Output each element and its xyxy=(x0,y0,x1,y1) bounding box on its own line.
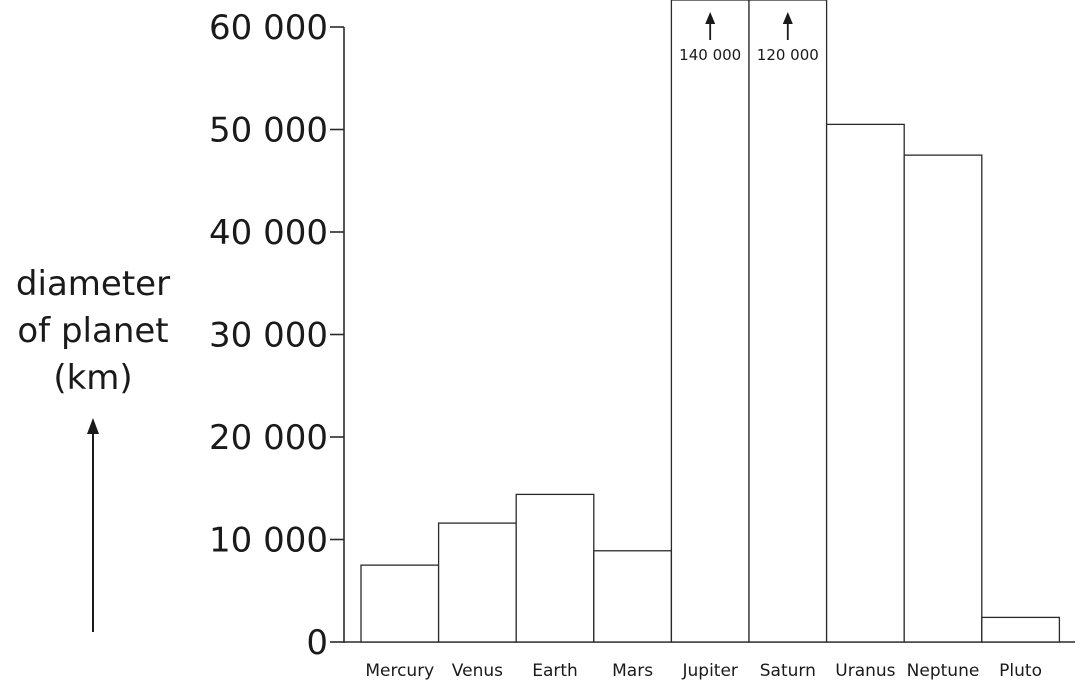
value-label-jupiter: 140 000 xyxy=(679,46,741,64)
bar-pluto xyxy=(981,616,1061,643)
x-tick-label-saturn: Saturn xyxy=(760,661,816,681)
bar-jupiter xyxy=(670,0,750,643)
bar-earth xyxy=(515,493,595,643)
y-tick-label-1: 10 000 xyxy=(209,521,328,561)
x-tick-label-earth: Earth xyxy=(532,661,578,681)
bar-neptune xyxy=(903,154,983,643)
y-tick-label-0: 0 xyxy=(306,623,328,663)
bar-saturn xyxy=(748,0,828,643)
y-tick-label-2: 20 000 xyxy=(209,418,328,458)
bar-mercury xyxy=(360,564,440,643)
value-annotations: 140 000 120 000 xyxy=(679,12,819,64)
x-tick-label-neptune: Neptune xyxy=(907,661,980,681)
y-tick-label-3: 30 000 xyxy=(209,316,328,356)
bars xyxy=(360,0,1061,643)
y-axis-label: diameter of planet (km) xyxy=(16,264,170,632)
y-ticks: 0 10 000 20 000 30 000 40 000 50 000 60 000 xyxy=(209,8,344,663)
bar-venus xyxy=(437,522,517,643)
x-tick-label-mars: Mars xyxy=(612,661,653,681)
bar-mars xyxy=(593,550,673,643)
y-axis-label-line-3: (km) xyxy=(53,358,132,398)
x-tick-label-jupiter: Jupiter xyxy=(681,661,737,681)
y-tick-label-5: 50 000 xyxy=(209,111,328,151)
x-tick-label-mercury: Mercury xyxy=(365,661,434,681)
x-tick-label-venus: Venus xyxy=(452,661,503,681)
y-tick-label-6: 60 000 xyxy=(209,8,328,48)
bar-uranus xyxy=(825,123,905,643)
x-tick-labels: Mercury Venus Earth Mars Jupiter Saturn Uranus… xyxy=(365,661,1042,681)
y-axis-label-line-2: of planet xyxy=(17,311,168,351)
x-tick-label-uranus: Uranus xyxy=(835,661,895,681)
y-axis-label-line-1: diameter xyxy=(16,264,170,304)
value-label-saturn: 120 000 xyxy=(757,46,819,64)
y-tick-label-4: 40 000 xyxy=(209,213,328,253)
x-tick-label-pluto: Pluto xyxy=(999,661,1042,681)
y-axis-label-arrow-head xyxy=(87,418,99,434)
overflow-arrow-head-saturn xyxy=(782,12,793,24)
overflow-arrow-head-jupiter xyxy=(705,12,716,24)
